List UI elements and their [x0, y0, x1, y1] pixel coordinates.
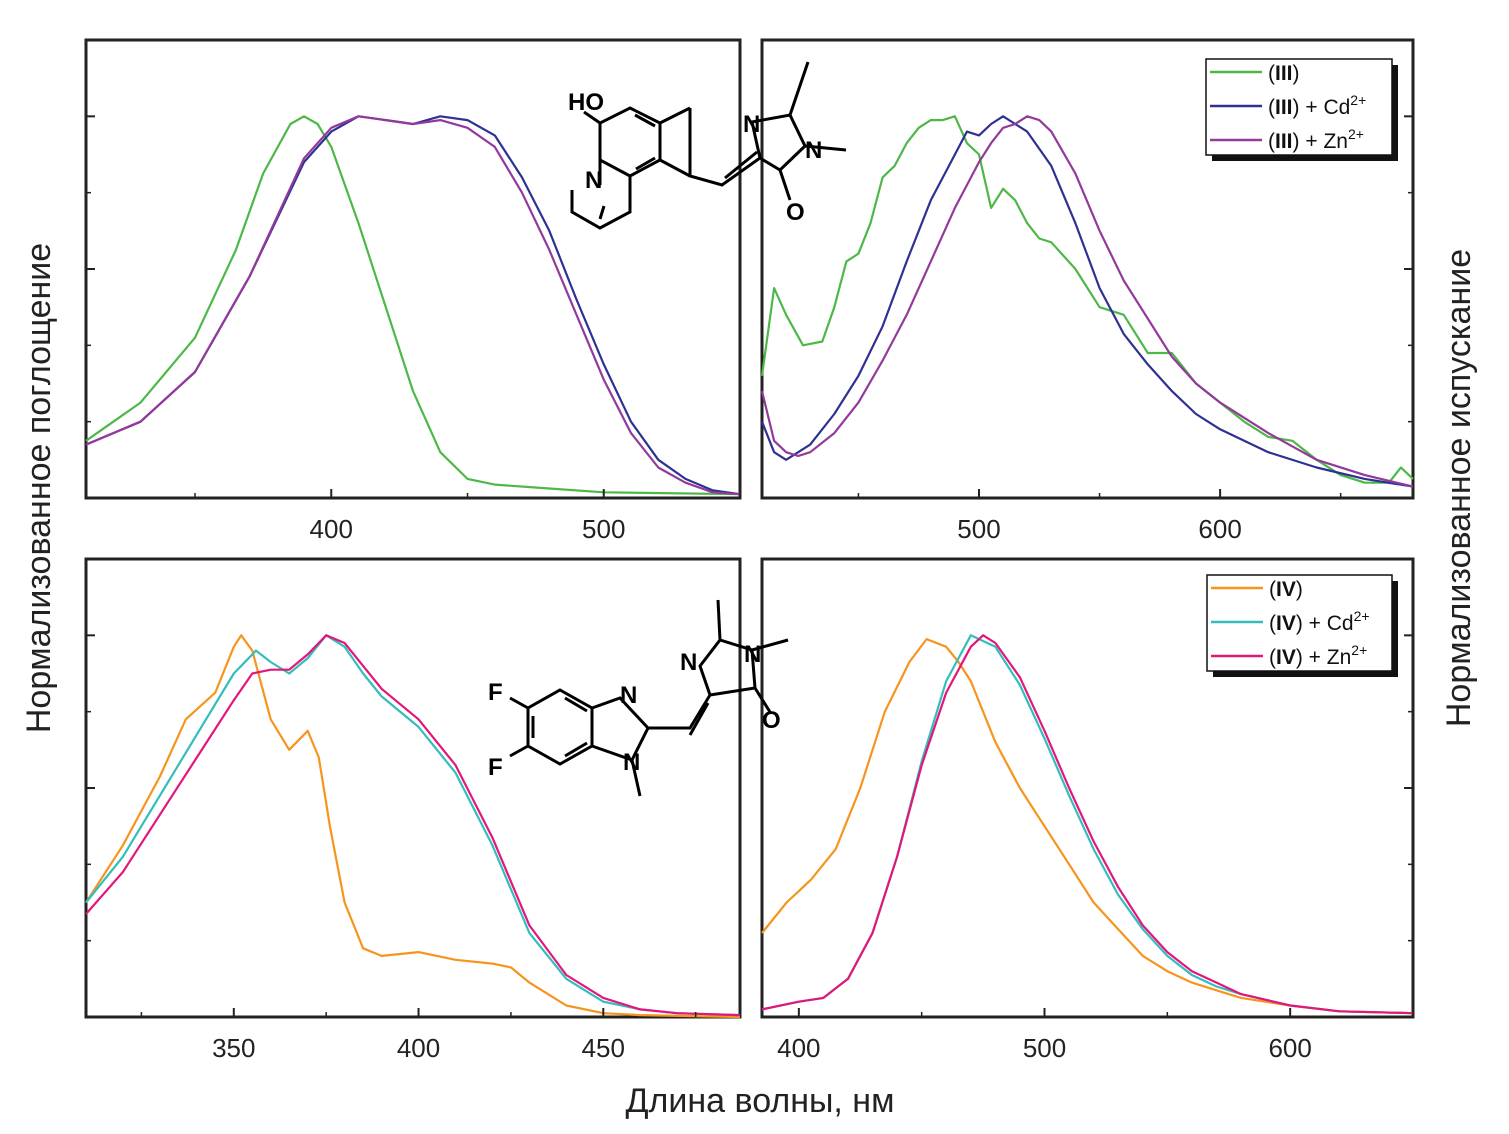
panel-bottom-emission: 400 500 600	[760, 557, 1415, 1063]
legend-label-iii-zn: (III) + Zn2+	[1268, 126, 1364, 153]
bond-lines	[598, 106, 662, 178]
legend-label-iii-cd: (III) + Cd2+	[1268, 92, 1366, 119]
x-tick-label: 450	[582, 1033, 625, 1063]
series-line-iii-cd	[85, 115, 741, 496]
bond-lines	[724, 61, 847, 201]
panel-frame	[84, 557, 742, 1019]
panel-frame	[84, 38, 742, 500]
atom-label: F	[488, 754, 503, 781]
plot-area	[85, 634, 741, 1019]
panel-bottom-absorption: 350 400 450	[84, 557, 742, 1063]
plot-area	[760, 115, 1414, 488]
plot-area	[761, 634, 1414, 1015]
bond-lines	[591, 599, 789, 797]
x-axis: 400 500	[86, 115, 741, 544]
series-line-iv-zn	[761, 634, 1414, 1015]
bond-lines	[570, 160, 632, 230]
plot-area	[85, 115, 741, 496]
atom-label: HO	[568, 89, 604, 116]
series-line-iii-zn	[85, 115, 741, 496]
x-axis-title: Длина волны, нм	[626, 1082, 895, 1120]
legend-label-iv: (IV)	[1269, 578, 1303, 601]
bond-lines	[598, 113, 656, 220]
x-tick-label: 500	[1023, 1033, 1066, 1063]
bond-lines	[526, 688, 594, 766]
legend-label-iii: (III)	[1268, 62, 1300, 85]
atom-label: O	[762, 707, 781, 734]
legend-label-iv-zn: (IV) + Zn2+	[1269, 642, 1367, 669]
series-line-iv	[761, 637, 1414, 1015]
atom-label: O	[786, 199, 805, 226]
series-line-iv-cd	[85, 634, 741, 1017]
atom-label: N	[620, 682, 637, 709]
x-tick-label: 500	[957, 514, 1000, 544]
panel-top-emission: 500 600	[760, 38, 1415, 544]
x-axis: 350 400 450	[86, 634, 697, 1063]
series-line-iii-cd	[760, 115, 1414, 488]
atom-label: N	[680, 649, 697, 676]
bond-lines	[509, 696, 529, 758]
atom-label: F	[488, 679, 503, 706]
y-axis-title-left: Нормализованное поглощение	[20, 243, 58, 733]
y-axis-title-right: Нормализованное испускание	[1440, 249, 1478, 727]
structure-iv: F F N N N N O	[488, 599, 789, 797]
atom-label: N	[623, 749, 640, 776]
x-tick-label: 600	[1268, 1033, 1311, 1063]
legend-bottom: (IV) (IV) + Cd2+ (IV) + Zn2+	[1206, 574, 1398, 677]
structure-iii: HO N N N O	[568, 61, 847, 230]
series-line-iii-zn	[760, 115, 1414, 488]
x-tick-label: 350	[212, 1033, 255, 1063]
x-tick-label: 400	[310, 514, 353, 544]
x-axis: 500 600	[857, 115, 1413, 544]
x-tick-label: 400	[777, 1033, 820, 1063]
atom-label: N	[805, 137, 822, 164]
bond-lines	[531, 696, 588, 758]
x-tick-label: 600	[1198, 514, 1241, 544]
atom-label: N	[743, 111, 760, 138]
x-tick-label: 500	[582, 514, 625, 544]
bond-lines	[688, 702, 710, 736]
series-line-iii	[85, 115, 741, 496]
series-line-iii	[760, 115, 1414, 484]
bond-lines	[659, 106, 807, 187]
bond-lines	[583, 110, 601, 125]
series-line-iv-zn	[85, 634, 741, 1017]
panel-top-absorption: 400 500	[84, 38, 742, 544]
x-tick-label: 400	[397, 1033, 440, 1063]
legend-top: (III) (III) + Cd2+ (III) + Zn2+	[1205, 58, 1398, 161]
legend-label-iv-cd: (IV) + Cd2+	[1269, 608, 1370, 635]
atom-label: N	[585, 167, 602, 194]
x-axis: 400 500 600	[777, 634, 1414, 1063]
atom-label: N	[744, 641, 761, 668]
series-line-iv	[85, 634, 741, 1019]
